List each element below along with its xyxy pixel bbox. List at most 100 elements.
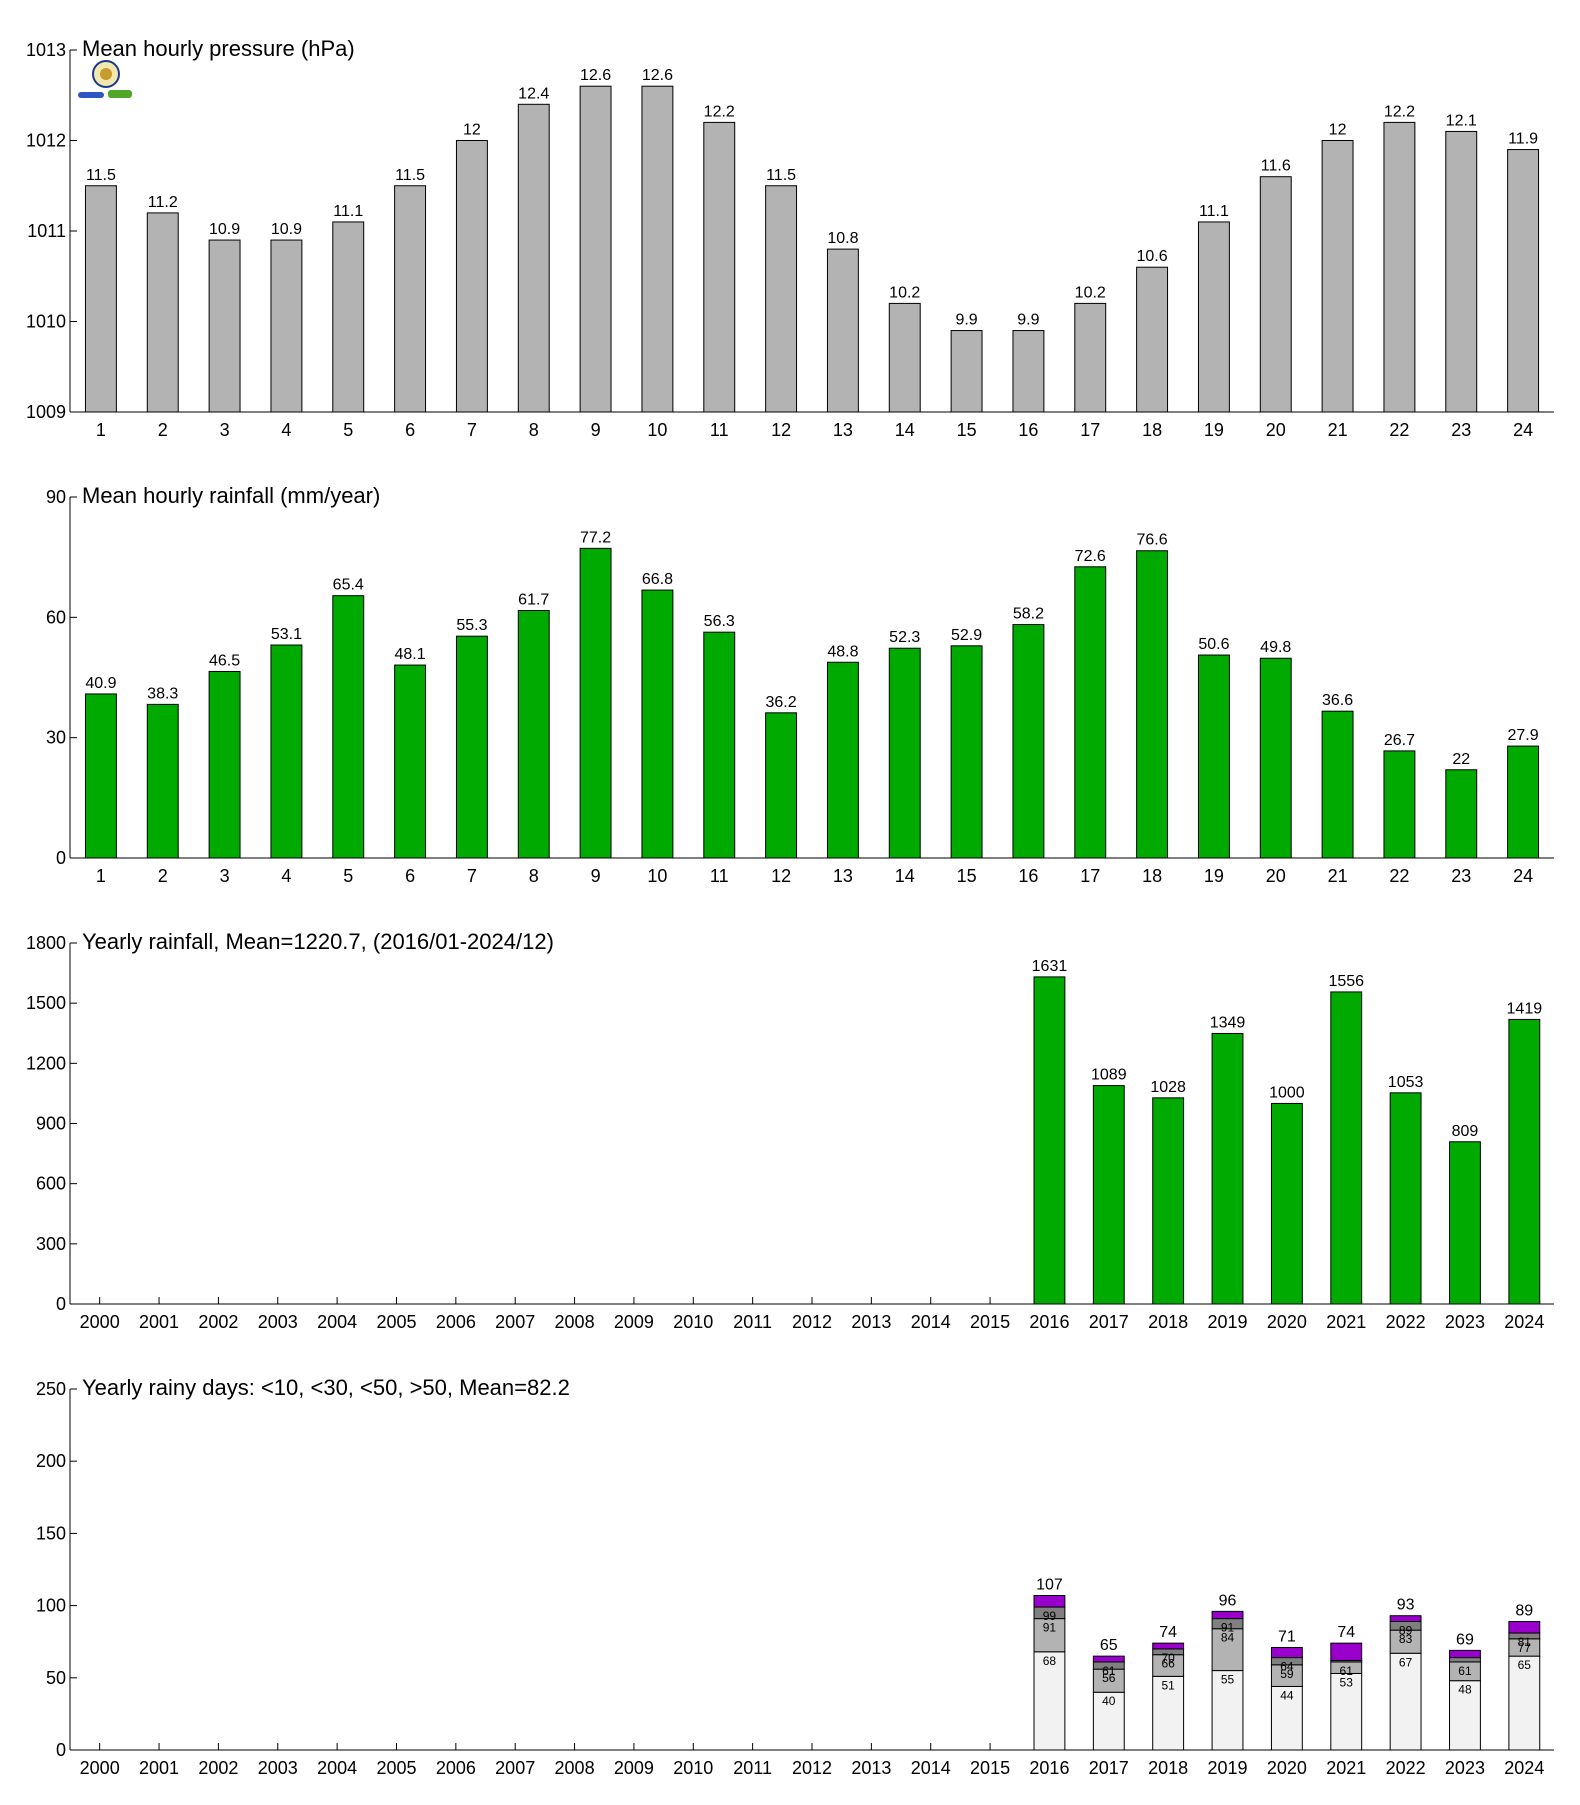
y-tick-label: 1013 <box>26 40 66 60</box>
chart-panel-4: 0 50 100 150 200 250 Yearly rainy days: <10, <… <box>36 1375 1554 1778</box>
bar-value-label: 72.6 <box>1075 548 1106 565</box>
x-tick-label: 2014 <box>911 1312 951 1332</box>
y-tick-label: 1500 <box>26 993 66 1013</box>
x-tick-label: 2020 <box>1267 1312 1307 1332</box>
bar-value-label: 1631 <box>1032 958 1068 975</box>
x-tick-label: 9 <box>591 420 601 440</box>
bar <box>579 85 612 413</box>
x-tick-label: 2 <box>158 866 168 886</box>
x-tick-label: 23 <box>1451 866 1471 886</box>
bar-value-label: 40.9 <box>85 675 116 692</box>
x-tick-label: 2002 <box>198 1758 238 1778</box>
stacked-bar-segment <box>1508 1655 1541 1751</box>
x-tick-label: 2002 <box>198 1312 238 1332</box>
y-tick-label: 150 <box>36 1523 66 1543</box>
x-tick-label: 21 <box>1328 866 1348 886</box>
x-tick-label: 8 <box>529 420 539 440</box>
x-tick-label: 17 <box>1080 866 1100 886</box>
bar-value-label: 12 <box>1329 122 1347 139</box>
bar-value-label: 10.2 <box>1075 284 1106 301</box>
bar-value-label: 10.2 <box>889 284 920 301</box>
bar-value-label: 9.9 <box>955 312 977 329</box>
bar <box>455 635 488 859</box>
x-tick-label: 2011 <box>733 1312 772 1332</box>
bar <box>1197 654 1230 859</box>
x-tick-label: 2010 <box>673 1312 713 1332</box>
bar <box>1507 149 1540 413</box>
x-tick-label: 20 <box>1266 420 1286 440</box>
x-tick-label: 2023 <box>1445 1312 1485 1332</box>
bar-value-label: 12.6 <box>642 67 673 84</box>
stacked-bar-segment <box>1270 1685 1303 1751</box>
bar <box>641 85 674 413</box>
x-tick-label: 2014 <box>911 1758 951 1778</box>
bar-value-label: 77.2 <box>580 529 611 546</box>
y-tick-label: 30 <box>46 728 66 748</box>
lab-logo <box>78 60 138 106</box>
x-tick-label: 18 <box>1142 420 1162 440</box>
bar <box>579 547 612 859</box>
x-tick-label: 5 <box>343 866 353 886</box>
bar-value-label: 11.5 <box>766 167 796 184</box>
bar-value-label: 11.2 <box>148 194 178 211</box>
y-tick-label: 1010 <box>26 312 66 332</box>
x-tick-label: 2007 <box>495 1758 535 1778</box>
x-tick-label: 2013 <box>851 1312 891 1332</box>
x-tick-label: 2018 <box>1148 1312 1188 1332</box>
y-tick-label: 300 <box>36 1234 66 1254</box>
x-tick-label: 19 <box>1204 420 1224 440</box>
bar-value-label: 11.5 <box>86 167 116 184</box>
stacked-bar-label: 107 <box>1036 1576 1063 1593</box>
bar-value-label: 12.2 <box>704 103 735 120</box>
bar-value-label: 12 <box>463 122 481 139</box>
x-tick-label: 2005 <box>376 1312 416 1332</box>
bar-value-label: 55.3 <box>456 617 487 634</box>
x-tick-label: 2008 <box>555 1758 595 1778</box>
chart-panel-3: 0 300 600 900 1200 1500 1800 Yearly rainfall, M… <box>26 929 1554 1332</box>
bar <box>208 670 241 859</box>
bar-value-label: 61.7 <box>518 592 549 609</box>
bar <box>1389 1092 1422 1305</box>
stacked-bar-segment <box>1449 1657 1481 1663</box>
bar <box>84 185 117 413</box>
x-tick-label: 13 <box>833 866 853 886</box>
x-tick-label: 22 <box>1389 866 1409 886</box>
stacked-bar-label: 53 <box>1340 1675 1354 1689</box>
x-tick-label: 23 <box>1451 420 1471 440</box>
x-tick-label: 2021 <box>1326 1312 1366 1332</box>
bar <box>1259 657 1292 859</box>
x-tick-label: 2011 <box>733 1758 772 1778</box>
x-tick-label: 14 <box>895 420 915 440</box>
bar <box>950 330 983 413</box>
bar <box>208 239 241 413</box>
x-tick-label: 2009 <box>614 1312 654 1332</box>
bar <box>826 248 859 413</box>
x-tick-label: 2004 <box>317 1758 357 1778</box>
bar-value-label: 809 <box>1452 1123 1479 1140</box>
stacked-bar-segment <box>1449 1649 1481 1659</box>
bar-value-label: 12.4 <box>518 85 549 102</box>
stacked-bar-segment <box>1152 1642 1185 1650</box>
stacked-bar-label: 56 <box>1102 1671 1116 1685</box>
x-tick-label: 2016 <box>1029 1758 1069 1778</box>
bar-value-label: 49.8 <box>1260 639 1291 656</box>
x-tick-label: 2003 <box>258 1758 298 1778</box>
bar <box>1321 140 1354 413</box>
bar <box>1449 1141 1481 1305</box>
y-tick-label: 0 <box>56 848 66 868</box>
stacked-bar-label: 77 <box>1518 1641 1532 1655</box>
bar <box>1197 221 1230 413</box>
bar <box>517 610 550 859</box>
stacked-bar-label: 48 <box>1458 1683 1472 1697</box>
stacked-bar-label: 61 <box>1340 1664 1354 1678</box>
x-tick-label: 2000 <box>80 1758 120 1778</box>
bar-value-label: 56.3 <box>704 613 735 630</box>
bar-value-label: 9.9 <box>1017 312 1039 329</box>
x-tick-label: 2005 <box>376 1758 416 1778</box>
bar-value-label: 12.6 <box>580 67 611 84</box>
bar-value-label: 36.2 <box>766 694 797 711</box>
stacked-bar-label: 44 <box>1280 1688 1294 1702</box>
stacked-bar-label: 71 <box>1278 1628 1296 1645</box>
x-tick-label: 8 <box>529 866 539 886</box>
